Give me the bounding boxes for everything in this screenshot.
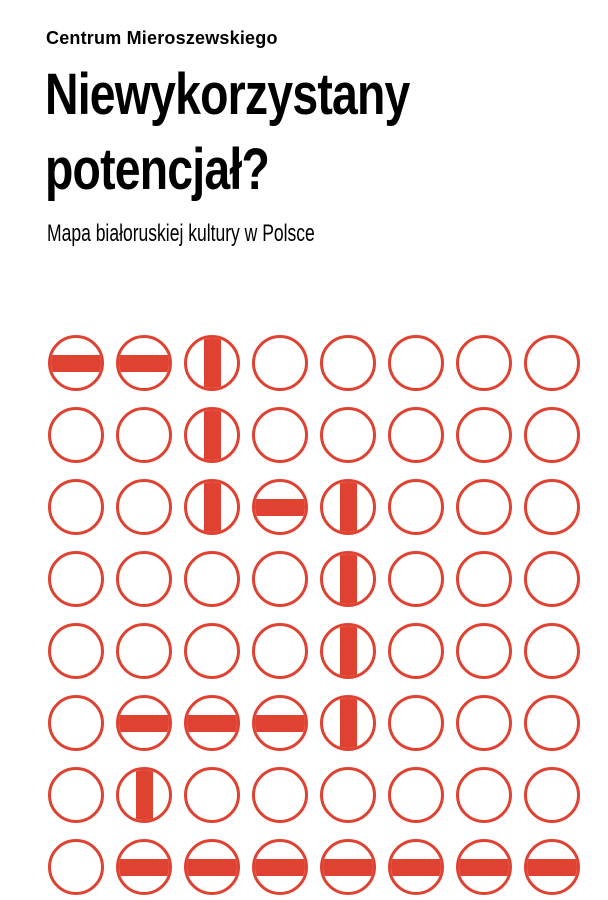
flag-circle-horizontal	[184, 839, 240, 895]
flag-circle-horizontal	[252, 695, 308, 751]
flag-band-horizontal	[187, 714, 237, 732]
flag-circle-empty	[524, 695, 580, 751]
flag-circle-horizontal	[388, 839, 444, 895]
flag-circle-horizontal	[320, 839, 376, 895]
flag-circle-empty	[252, 623, 308, 679]
flag-circle-empty	[320, 767, 376, 823]
flag-circle-empty	[184, 551, 240, 607]
flag-circle-vertical	[320, 551, 376, 607]
flag-band-horizontal	[459, 858, 509, 876]
flag-circle-empty	[456, 479, 512, 535]
flag-band-horizontal	[255, 714, 305, 732]
publisher-name: Centrum Mieroszewskiego	[46, 28, 278, 48]
flag-circle-vertical	[184, 335, 240, 391]
flag-circle-horizontal	[116, 695, 172, 751]
flag-circle-vertical	[320, 479, 376, 535]
flag-circle-empty	[48, 695, 104, 751]
flag-circle-empty	[48, 407, 104, 463]
flag-grid	[48, 335, 580, 895]
flag-circle-empty	[388, 479, 444, 535]
flag-band-horizontal	[119, 714, 169, 732]
flag-circle-empty	[48, 623, 104, 679]
flag-circle-empty	[388, 335, 444, 391]
flag-circle-horizontal	[116, 839, 172, 895]
flag-circle-empty	[456, 623, 512, 679]
flag-band-horizontal	[51, 354, 101, 372]
flag-circle-empty	[116, 479, 172, 535]
flag-band-vertical	[135, 770, 153, 820]
flag-band-vertical	[203, 410, 221, 460]
flag-circle-empty	[524, 767, 580, 823]
flag-circle-empty	[184, 623, 240, 679]
flag-circle-empty	[252, 335, 308, 391]
flag-band-vertical	[339, 482, 357, 532]
flag-band-horizontal	[391, 858, 441, 876]
flag-circle-empty	[388, 695, 444, 751]
flag-circle-vertical	[184, 479, 240, 535]
flag-circle-empty	[456, 767, 512, 823]
page-title: Niewykorzystany potencjał?	[45, 57, 501, 207]
flag-band-vertical	[339, 554, 357, 604]
flag-band-horizontal	[187, 858, 237, 876]
flag-band-horizontal	[323, 858, 373, 876]
flag-circle-empty	[524, 335, 580, 391]
flag-circle-empty	[116, 407, 172, 463]
flag-band-horizontal	[527, 858, 577, 876]
flag-circle-horizontal	[184, 695, 240, 751]
flag-band-vertical	[339, 626, 357, 676]
flag-circle-horizontal	[116, 335, 172, 391]
flag-circle-empty	[116, 623, 172, 679]
flag-circle-empty	[388, 767, 444, 823]
flag-circle-vertical	[184, 407, 240, 463]
flag-circle-empty	[48, 479, 104, 535]
flag-circle-horizontal	[456, 839, 512, 895]
flag-circle-empty	[456, 407, 512, 463]
flag-circle-empty	[320, 335, 376, 391]
flag-band-horizontal	[255, 498, 305, 516]
flag-circle-empty	[48, 551, 104, 607]
page-title-line-1: Niewykorzystany	[45, 62, 410, 127]
flag-circle-empty	[456, 695, 512, 751]
flag-circle-empty	[320, 407, 376, 463]
flag-band-horizontal	[119, 858, 169, 876]
flag-circle-empty	[456, 551, 512, 607]
flag-circle-empty	[116, 551, 172, 607]
flag-circle-empty	[456, 335, 512, 391]
flag-band-horizontal	[255, 858, 305, 876]
flag-circle-empty	[524, 479, 580, 535]
flag-circle-empty	[388, 551, 444, 607]
flag-circle-vertical	[320, 623, 376, 679]
flag-circle-empty	[388, 407, 444, 463]
flag-circle-empty	[48, 839, 104, 895]
flag-circle-vertical	[320, 695, 376, 751]
flag-band-vertical	[339, 698, 357, 748]
flag-circle-horizontal	[48, 335, 104, 391]
flag-circle-empty	[252, 551, 308, 607]
flag-circle-horizontal	[252, 839, 308, 895]
flag-circle-empty	[252, 767, 308, 823]
flag-band-horizontal	[119, 354, 169, 372]
flag-circle-vertical	[116, 767, 172, 823]
page-title-line-2: potencjał?	[45, 137, 270, 202]
flag-circle-horizontal	[524, 839, 580, 895]
page-subtitle: Mapa białoruskiej kultury w Polsce	[47, 220, 315, 247]
flag-circle-empty	[524, 407, 580, 463]
flag-circle-empty	[184, 767, 240, 823]
flag-circle-empty	[48, 767, 104, 823]
flag-band-vertical	[203, 338, 221, 388]
flag-circle-empty	[524, 623, 580, 679]
flag-circle-empty	[252, 407, 308, 463]
flag-band-vertical	[203, 482, 221, 532]
flag-circle-empty	[524, 551, 580, 607]
flag-circle-horizontal	[252, 479, 308, 535]
flag-circle-empty	[388, 623, 444, 679]
